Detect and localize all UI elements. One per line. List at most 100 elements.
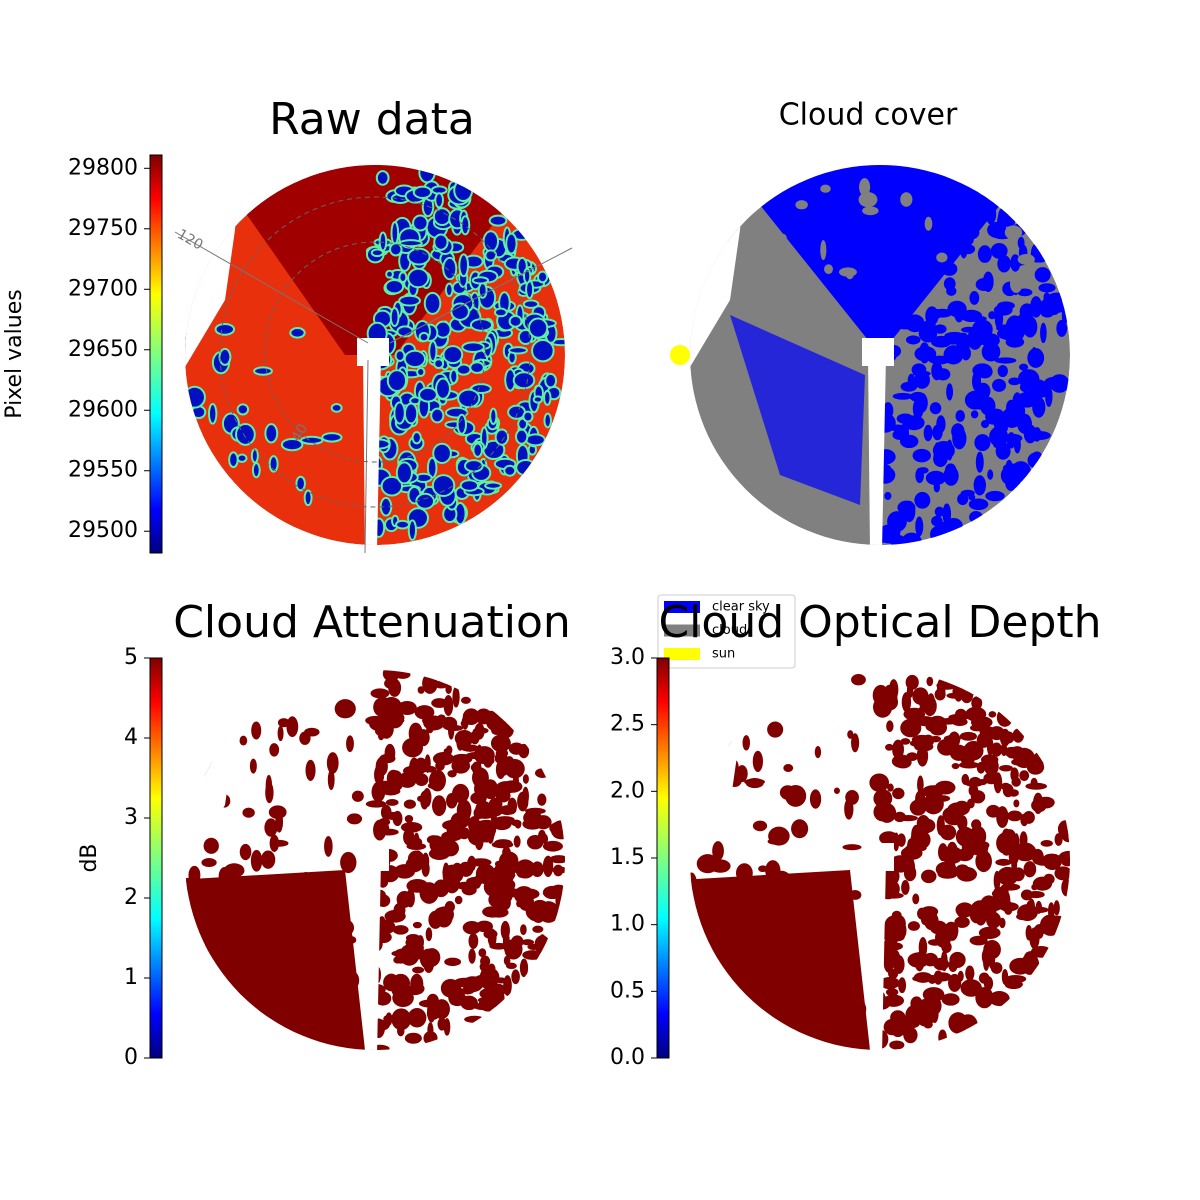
- texture: [249, 758, 257, 774]
- texture: [481, 862, 488, 884]
- texture: [375, 170, 390, 186]
- texture: [365, 715, 386, 726]
- texture: [268, 455, 279, 473]
- texture: [974, 903, 988, 926]
- texture: [981, 342, 1001, 362]
- texture: [464, 1015, 485, 1023]
- texture: [317, 1000, 334, 1020]
- texture: [299, 979, 308, 999]
- texture: [535, 768, 551, 778]
- texture: [525, 807, 546, 815]
- texture: [374, 764, 385, 785]
- texture: [872, 684, 889, 706]
- texture: [494, 428, 510, 446]
- texture: [990, 742, 1003, 757]
- texture: [456, 413, 468, 435]
- texture: [900, 718, 922, 738]
- texture: [346, 735, 354, 753]
- texture: [384, 743, 396, 763]
- texture: [188, 865, 201, 885]
- y-tick-label: 29500: [68, 518, 138, 543]
- texture: [277, 725, 284, 742]
- texture: [207, 402, 218, 425]
- texture: [847, 730, 854, 739]
- texture: [407, 1007, 427, 1028]
- texture: [918, 705, 933, 713]
- texture: [845, 268, 854, 280]
- texture: [428, 340, 438, 363]
- texture: [756, 986, 769, 1005]
- texture: [953, 800, 971, 816]
- texture: [1016, 748, 1026, 755]
- texture: [859, 178, 871, 197]
- texture: [940, 950, 948, 972]
- texture: [326, 752, 339, 774]
- texture: [996, 806, 1009, 828]
- texture: [1054, 833, 1063, 846]
- texture: [899, 204, 912, 213]
- texture: [468, 932, 479, 949]
- texture: [897, 500, 916, 515]
- texture: [467, 855, 477, 872]
- texture: [1019, 770, 1030, 782]
- texture: [435, 377, 451, 400]
- texture: [892, 739, 904, 760]
- texture: [380, 475, 404, 497]
- texture: [269, 839, 289, 847]
- texture: [508, 346, 528, 355]
- texture: [905, 335, 921, 345]
- texture: [385, 798, 399, 806]
- texture: [461, 976, 484, 993]
- texture: [936, 168, 950, 184]
- texture: [779, 785, 796, 800]
- texture: [795, 200, 808, 210]
- y-tick-label: 4: [124, 725, 138, 750]
- texture: [1001, 828, 1011, 842]
- texture: [528, 909, 540, 922]
- texture: [201, 858, 217, 868]
- texture: [1032, 876, 1053, 891]
- texture: [443, 1018, 451, 1036]
- texture: [1047, 902, 1055, 920]
- texture: [901, 532, 922, 545]
- texture: [543, 389, 552, 406]
- texture: [508, 314, 523, 328]
- texture: [522, 774, 529, 784]
- texture: [330, 998, 352, 1019]
- texture: [928, 715, 947, 731]
- texture: [398, 271, 408, 284]
- texture: [1010, 275, 1023, 293]
- texture: [961, 773, 970, 786]
- texture: [389, 242, 403, 257]
- sun: [670, 345, 690, 365]
- texture: [495, 748, 509, 759]
- texture: [1017, 904, 1038, 922]
- texture: [236, 982, 254, 996]
- texture: [1040, 306, 1055, 318]
- mast-head: [862, 843, 894, 871]
- texture: [774, 909, 784, 922]
- texture: [416, 367, 426, 377]
- texture: [976, 365, 993, 379]
- texture: [1061, 826, 1070, 843]
- texture: [467, 827, 486, 846]
- texture: [1005, 399, 1017, 416]
- texture: [444, 957, 462, 967]
- texture: [899, 423, 910, 443]
- y-tick-label: 1: [124, 965, 138, 990]
- texture: [906, 752, 919, 762]
- texture: [960, 979, 982, 997]
- texture: [983, 976, 994, 991]
- texture: [1023, 861, 1037, 878]
- texture: [842, 844, 862, 851]
- texture: [453, 178, 474, 202]
- texture: [893, 1017, 901, 1037]
- sky-image: [690, 670, 1070, 1050]
- legend-label: sun: [712, 647, 735, 662]
- texture: [995, 858, 1012, 866]
- texture: [340, 851, 357, 874]
- texture: [1043, 292, 1051, 303]
- texture: [914, 1011, 937, 1019]
- texture: [389, 307, 400, 328]
